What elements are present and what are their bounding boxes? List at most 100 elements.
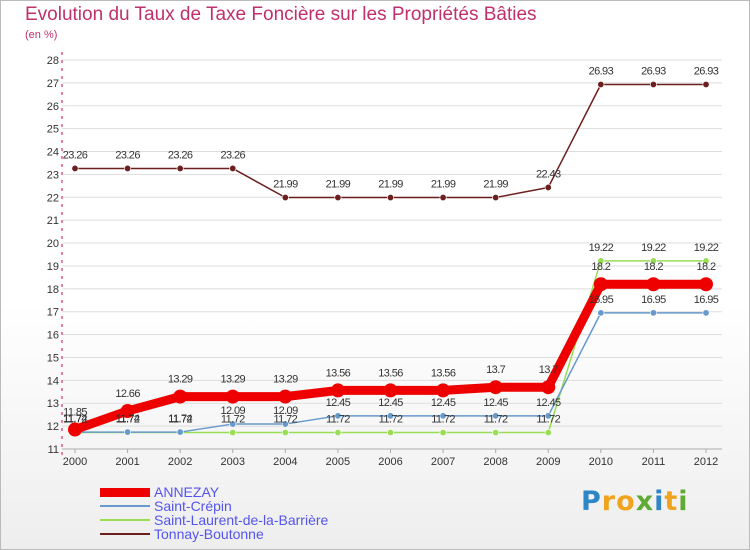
legend-swatch: [100, 487, 150, 497]
data-point-saint-laurent-de-la-barriere: [702, 257, 710, 265]
data-point-annezay: [541, 380, 556, 395]
y-tick-label: 20: [47, 238, 59, 250]
data-label-tonnay-boutonne: 23.26: [168, 149, 193, 161]
x-tick-label: 2001: [115, 456, 139, 468]
data-point-saint-crepin: [229, 420, 237, 428]
data-point-tonnay-boutonne: [386, 194, 394, 202]
data-point-saint-laurent-de-la-barriere: [229, 429, 237, 437]
data-label-annezay: 13.56: [326, 367, 351, 379]
data-point-tonnay-boutonne: [176, 164, 184, 172]
y-tick-label: 28: [47, 55, 59, 67]
data-label-annezay: 13.56: [431, 367, 456, 379]
data-point-tonnay-boutonne: [597, 80, 605, 88]
data-point-tonnay-boutonne: [229, 164, 237, 172]
data-label-tonnay-boutonne: 26.93: [694, 65, 719, 77]
proxiti-logo: Proxiti: [581, 486, 689, 517]
data-point-saint-crepin: [597, 309, 605, 317]
data-point-saint-crepin: [176, 428, 184, 436]
data-label-saint-laurent-de-la-barriere: 19.22: [694, 242, 719, 254]
data-label-annezay: 12.66: [115, 388, 140, 400]
data-label-saint-crepin: 11.74: [168, 413, 192, 425]
data-point-annezay: [173, 389, 188, 404]
data-point-saint-crepin: [439, 412, 447, 420]
x-tick-label: 2005: [326, 456, 350, 468]
logo-letter: i: [678, 486, 689, 517]
x-tick-label: 2007: [431, 456, 455, 468]
data-label-saint-crepin: 16.95: [589, 294, 614, 306]
data-point-saint-laurent-de-la-barriere: [649, 257, 657, 265]
data-label-saint-laurent-de-la-barriere: 11.72: [221, 414, 245, 426]
data-label-tonnay-boutonne: 21.99: [273, 179, 298, 191]
data-point-annezay: [330, 383, 345, 398]
x-tick-label: 2000: [63, 456, 87, 468]
data-point-annezay: [488, 380, 503, 395]
data-point-tonnay-boutonne: [334, 194, 342, 202]
data-point-saint-laurent-de-la-barriere: [281, 429, 289, 437]
data-point-tonnay-boutonne: [71, 164, 79, 172]
data-label-tonnay-boutonne: 21.99: [326, 179, 351, 191]
y-axis-unit-label: (en %): [25, 29, 58, 41]
data-label-annezay: 18.2: [644, 261, 663, 273]
logo-letter: x: [635, 486, 655, 517]
data-point-saint-laurent-de-la-barriere: [492, 429, 500, 437]
x-tick-label: 2003: [221, 456, 245, 468]
y-tick-label: 26: [47, 101, 59, 113]
data-label-saint-laurent-de-la-barriere: 11.72: [379, 414, 403, 426]
chart-title: Evolution du Taux de Taxe Foncière sur l…: [25, 4, 537, 25]
legend-label: Tonnay-Boutonne: [154, 526, 264, 542]
data-label-tonnay-boutonne: 23.26: [63, 149, 88, 161]
data-point-saint-crepin: [649, 309, 657, 317]
data-point-tonnay-boutonne: [649, 80, 657, 88]
data-label-saint-crepin: 12.45: [431, 397, 456, 409]
data-label-tonnay-boutonne: 23.26: [115, 149, 140, 161]
legend-item: Saint-Crépin: [100, 498, 400, 514]
data-label-saint-laurent-de-la-barriere: 19.22: [589, 242, 614, 254]
y-tick-label: 27: [47, 78, 59, 90]
data-point-annezay: [120, 404, 135, 419]
data-label-annezay: 13.29: [168, 374, 193, 386]
data-label-saint-crepin: 11.74: [116, 413, 140, 425]
data-label-saint-laurent-de-la-barriere: 11.72: [326, 414, 350, 426]
logo-letter: o: [616, 486, 636, 517]
y-tick-label: 22: [47, 192, 59, 204]
y-tick-label: 14: [47, 375, 59, 387]
x-tick-label: 2006: [378, 456, 402, 468]
data-label-saint-crepin: 11.74: [63, 413, 87, 425]
data-label-annezay: 11.85: [63, 407, 87, 419]
logo-letter: i: [654, 486, 665, 517]
y-tick-label: 18: [47, 284, 59, 296]
data-point-tonnay-boutonne: [702, 80, 710, 88]
data-label-saint-crepin: 12.45: [326, 397, 351, 409]
data-label-saint-laurent-de-la-barriere: 19.22: [641, 242, 666, 254]
data-point-tonnay-boutonne: [281, 194, 289, 202]
logo-letter: t: [664, 486, 679, 517]
x-tick-label: 2010: [589, 456, 613, 468]
y-tick-label: 25: [47, 124, 59, 136]
data-label-tonnay-boutonne: 26.93: [589, 65, 614, 77]
y-tick-label: 17: [47, 307, 59, 319]
legend-swatch: [100, 533, 150, 535]
y-tick-label: 19: [47, 261, 59, 273]
data-label-saint-crepin: 12.09: [220, 405, 245, 417]
data-point-saint-crepin: [544, 412, 552, 420]
legend-label: Saint-Crépin: [154, 498, 232, 514]
data-label-annezay: 13.29: [220, 374, 245, 386]
data-point-annezay: [68, 422, 82, 437]
x-tick-label: 2009: [536, 456, 560, 468]
data-point-annezay: [699, 277, 713, 292]
data-label-annezay: 13.29: [273, 374, 298, 386]
legend-label: Saint-Laurent-de-la-Barrière: [154, 512, 329, 528]
data-point-saint-laurent-de-la-barriere: [386, 429, 394, 437]
data-label-tonnay-boutonne: 21.99: [378, 179, 403, 191]
data-point-tonnay-boutonne: [439, 194, 447, 202]
logo-letter: P: [581, 486, 602, 517]
data-label-annezay: 13.7: [539, 364, 558, 376]
data-label-tonnay-boutonne: 21.99: [483, 179, 508, 191]
data-point-annezay: [278, 389, 293, 404]
y-tick-label: 16: [47, 330, 59, 342]
data-label-saint-crepin: 16.95: [641, 294, 666, 306]
data-label-saint-laurent-de-la-barriere: 11.72: [273, 414, 297, 426]
y-tick-label: 13: [47, 398, 59, 410]
